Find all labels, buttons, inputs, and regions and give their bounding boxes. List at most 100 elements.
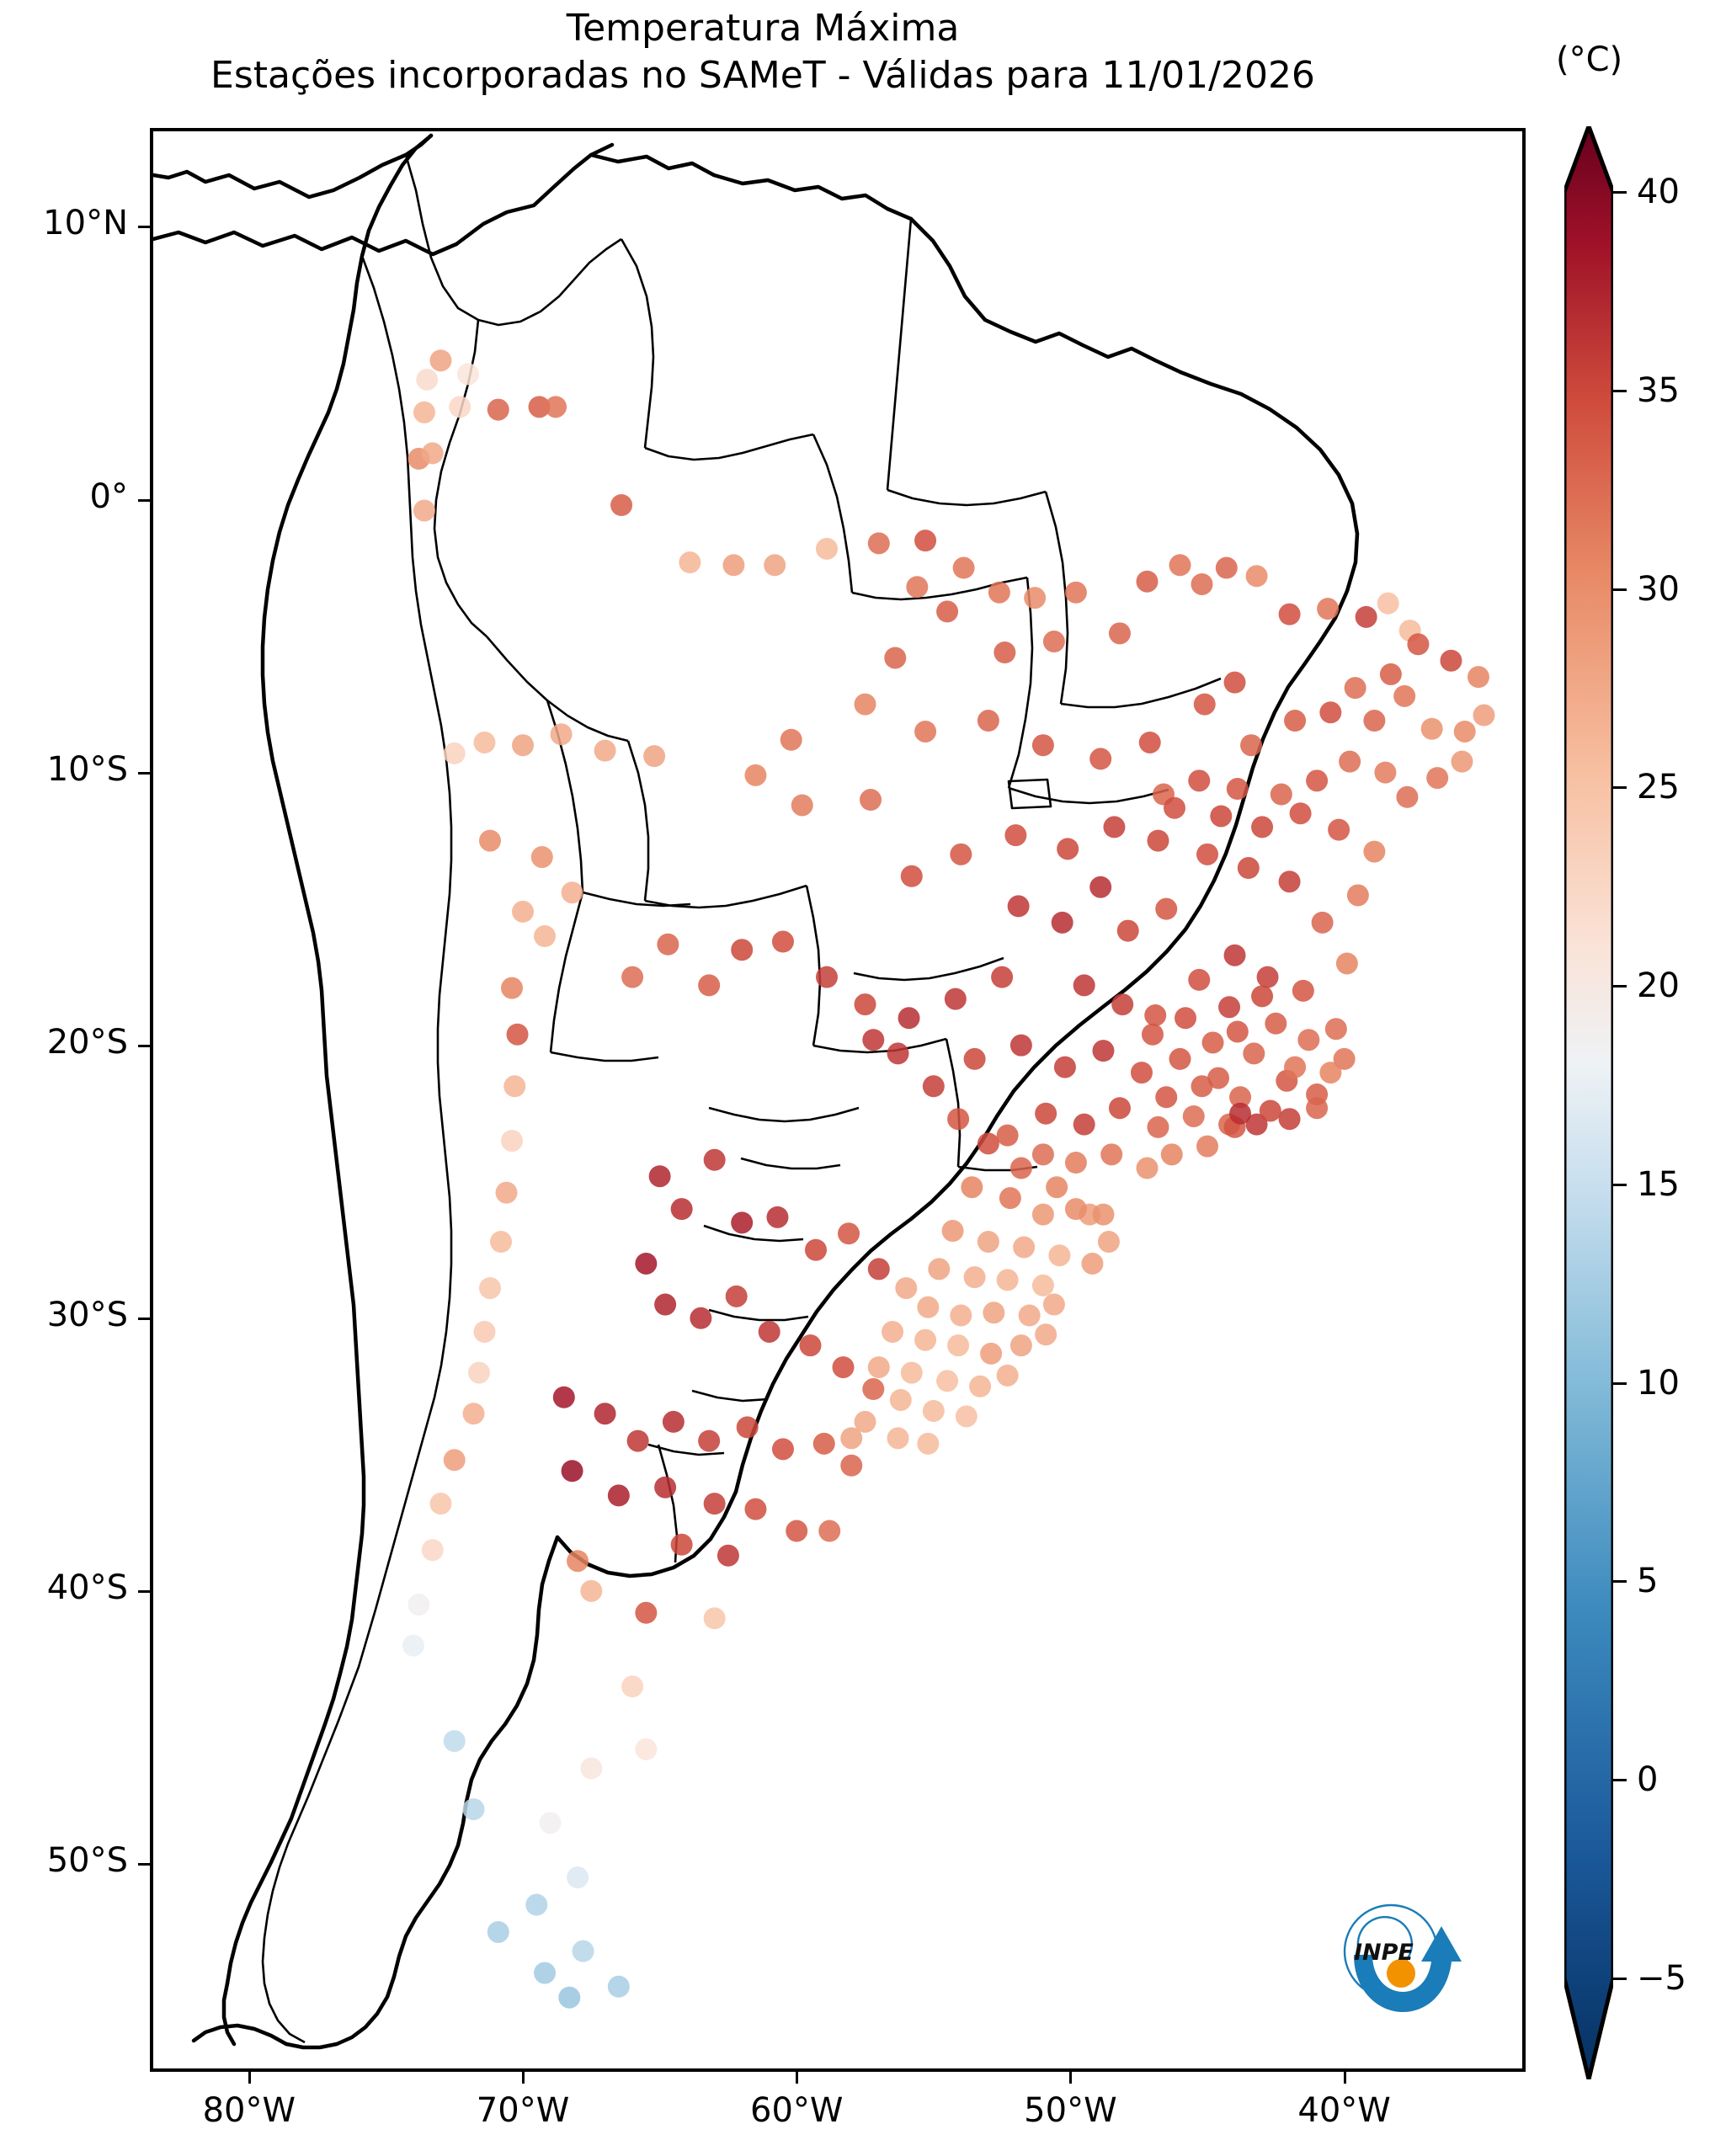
station-point [914, 1328, 937, 1351]
colorbar-tick-label: 20 [1637, 966, 1680, 1006]
x-axis-tick-mark [1069, 2072, 1073, 2084]
station-point [1130, 1062, 1153, 1084]
station-point [487, 1920, 509, 1943]
station-point [421, 1539, 444, 1562]
station-point [884, 647, 907, 669]
station-point [1169, 1047, 1191, 1070]
map-plot-area [150, 128, 1526, 2072]
colorbar-tick-mark [1613, 191, 1627, 194]
station-point [867, 1356, 890, 1379]
station-point [567, 1550, 589, 1573]
y-axis-tick-label: 50°S [46, 1840, 128, 1880]
station-point [479, 1277, 501, 1300]
station-point [1155, 897, 1178, 920]
station-point [1215, 556, 1238, 579]
station-point [1207, 1067, 1230, 1089]
logo-swoosh-arrow [1354, 1926, 1462, 2012]
station-point [838, 1222, 860, 1245]
colorbar-tick-mark [1613, 1183, 1627, 1186]
station-point [922, 1399, 945, 1422]
station-point [963, 1047, 986, 1070]
station-point [914, 720, 937, 743]
station-points-layer [402, 349, 1495, 2009]
station-point [1407, 633, 1430, 656]
station-point [635, 1601, 658, 1624]
inpe-logo: INPE [1324, 1874, 1480, 2031]
station-point [766, 1206, 789, 1228]
station-point [621, 1675, 644, 1698]
station-point [914, 530, 937, 552]
station-point [534, 1962, 557, 1984]
station-point [1229, 1086, 1252, 1109]
station-point [862, 1378, 885, 1401]
station-point [716, 1544, 739, 1567]
station-point [1333, 1047, 1356, 1070]
station-point [1155, 1086, 1178, 1109]
map-canvas [153, 133, 1495, 2050]
station-point [635, 1252, 658, 1275]
station-point [1377, 592, 1399, 615]
station-point [1467, 666, 1489, 689]
station-point [947, 1108, 970, 1131]
station-point [703, 1148, 726, 1171]
inpe-logo-svg: INPE [1343, 1903, 1462, 2012]
station-point [906, 576, 929, 599]
station-point [1278, 603, 1301, 626]
station-point [1306, 1097, 1329, 1120]
station-point [1396, 785, 1419, 808]
station-point [467, 1361, 490, 1384]
coastline-layer [153, 133, 1360, 2050]
station-point [1031, 1203, 1054, 1226]
station-point [456, 363, 479, 386]
station-point [1108, 1097, 1131, 1120]
station-point [670, 1198, 693, 1221]
station-point [1196, 843, 1219, 865]
station-point [1089, 876, 1112, 898]
station-point [1141, 1023, 1164, 1046]
station-point [1031, 734, 1054, 757]
y-axis-tick-mark [138, 226, 150, 229]
station-point [1420, 717, 1443, 740]
station-point [1453, 720, 1476, 743]
station-point [1393, 684, 1416, 707]
station-point [771, 1438, 794, 1461]
station-point [1251, 985, 1274, 1008]
station-point [1031, 1274, 1054, 1296]
station-point [994, 641, 1016, 663]
y-axis-tick-mark [138, 771, 150, 775]
x-axis-tick-mark [248, 2072, 251, 2084]
station-point [744, 764, 767, 786]
station-point [594, 1403, 616, 1425]
station-point [610, 494, 633, 516]
station-point [698, 1429, 721, 1452]
station-point [999, 1187, 1021, 1210]
station-point [1440, 649, 1462, 672]
station-point [1042, 1293, 1065, 1316]
x-axis-tick-mark [1343, 2072, 1346, 2084]
station-point [1035, 1102, 1057, 1125]
colorbar-tick-label: −5 [1637, 1959, 1686, 1998]
station-point [654, 1476, 677, 1499]
station-point [922, 1075, 945, 1098]
colorbar-tick-mark [1613, 389, 1627, 392]
station-point [462, 1798, 485, 1821]
colorbar-gradient-body [1564, 126, 1613, 2079]
station-point [1245, 1113, 1268, 1136]
y-axis-tick-label: 40°S [46, 1568, 128, 1607]
station-point [1024, 587, 1047, 610]
logo-wordmark: INPE [1354, 1940, 1414, 1966]
station-point [1240, 734, 1263, 757]
y-axis-tick-mark [138, 1317, 150, 1320]
colorbar-tick-label: 40 [1637, 173, 1680, 211]
station-point [416, 368, 439, 391]
station-point [561, 1460, 583, 1483]
station-point [977, 1231, 999, 1254]
station-point [1245, 565, 1268, 588]
station-point [1048, 1244, 1071, 1267]
station-point [1346, 884, 1369, 907]
station-point [840, 1454, 863, 1477]
station-point [952, 556, 975, 579]
station-point [1363, 840, 1386, 863]
station-point [580, 1579, 603, 1602]
colorbar-tick-label: 30 [1637, 569, 1680, 609]
